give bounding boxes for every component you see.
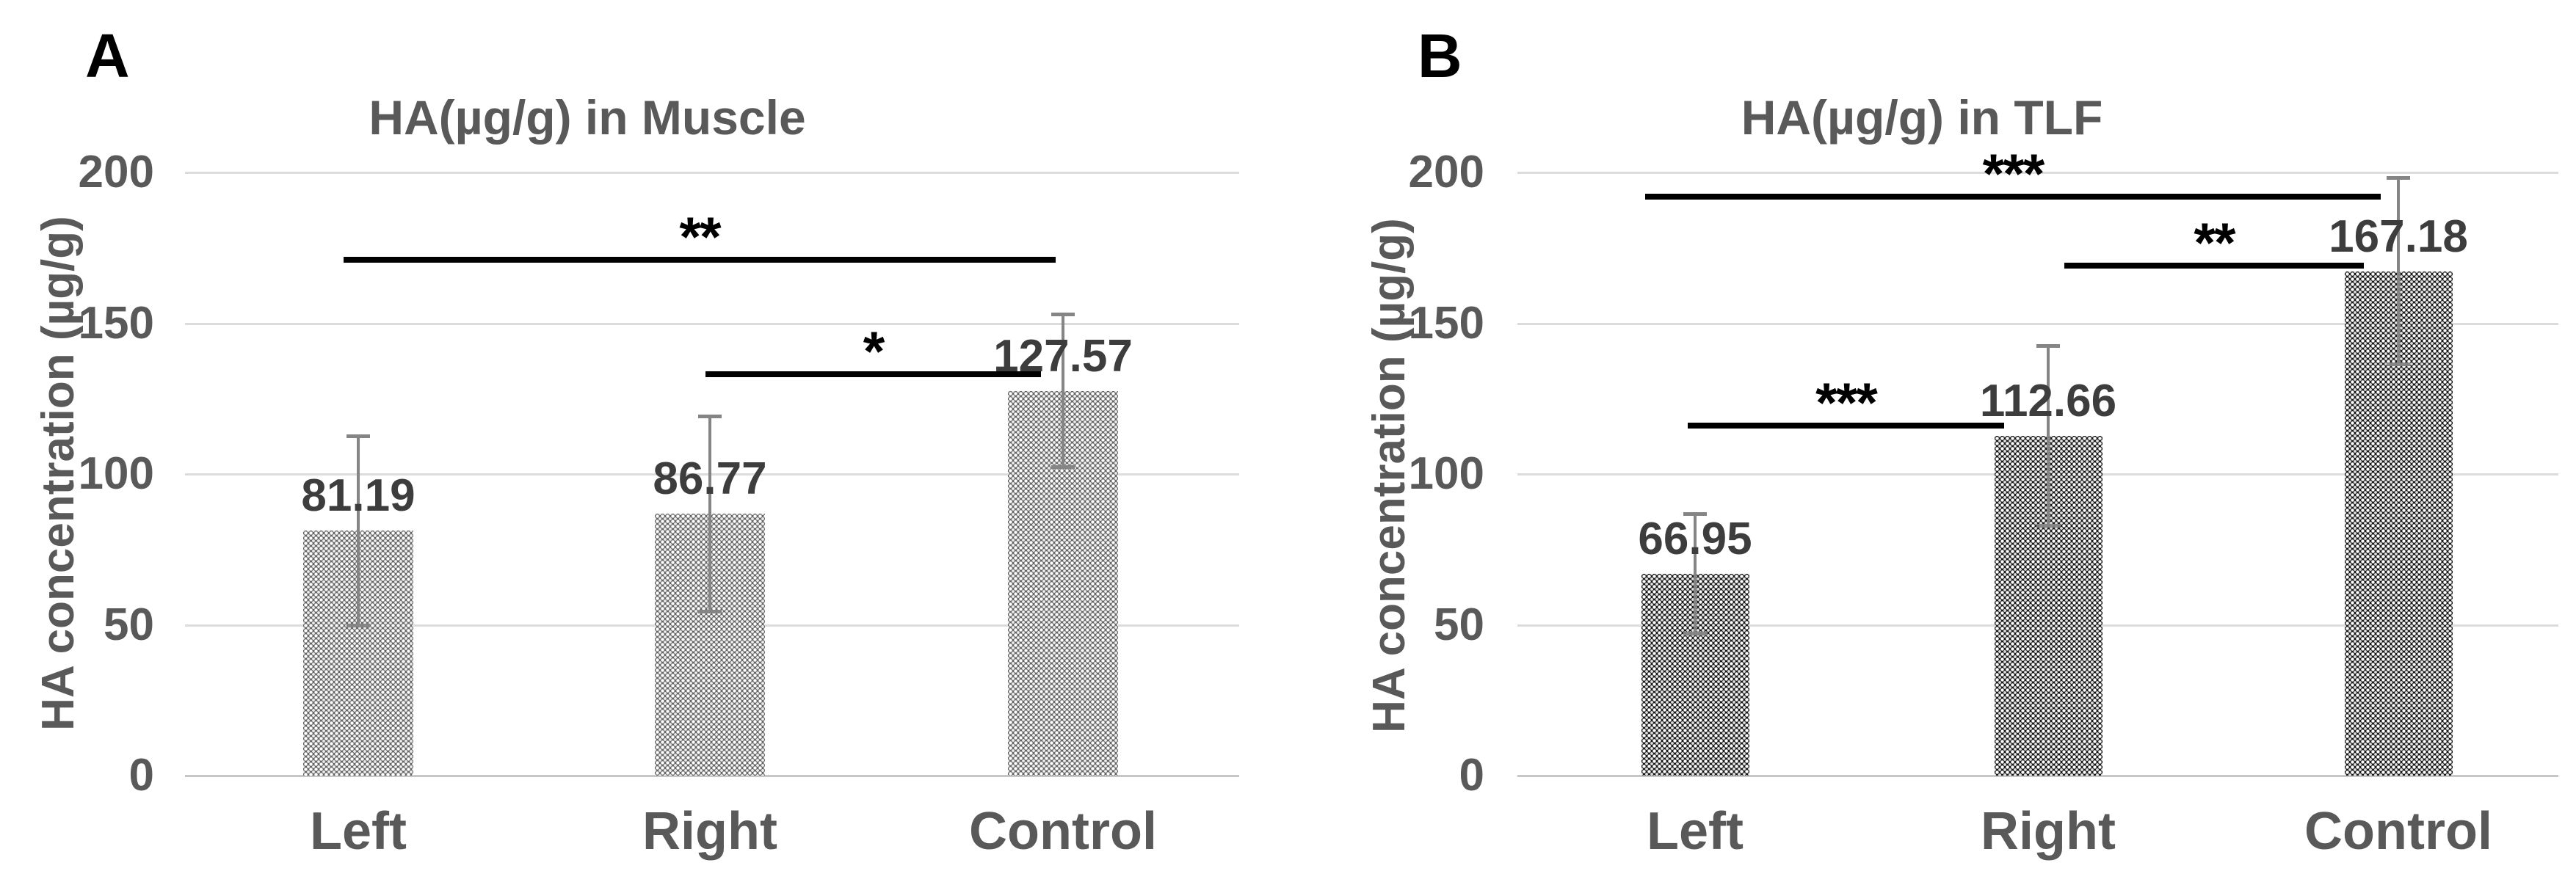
error-bar-cap-top-b-control [2387,176,2410,181]
category-label-b-control: Control [2304,802,2492,861]
y-tick-label-a-100: 100 [78,448,154,499]
significance-stars-b-left-control: *** [1982,142,2045,205]
error-bar-cap-bottom-a-control [1051,465,1075,470]
gridline-a-100 [185,473,1239,475]
gridline-a-150 [185,322,1239,325]
y-axis-title-b: HA concentration (µg/g) [1364,218,1415,733]
significance-line-a-right-control [705,371,1041,378]
error-bar-a-right [708,415,711,612]
y-tick-label-b-200: 200 [1408,147,1484,197]
error-bar-a-left [357,435,360,626]
category-label-a-left: Left [310,802,407,861]
value-label-a-right: 86.77 [653,453,767,505]
panel-letter-b: B [1418,21,1463,90]
value-label-a-left: 81.19 [301,470,416,522]
significance-stars-b-left-right: *** [1815,372,1878,435]
error-bar-b-control [2397,178,2400,365]
y-tick-label-b-100: 100 [1408,448,1484,499]
y-tick-label-a-150: 150 [78,297,154,349]
gridline-b-0 [1517,775,2558,777]
gridline-a-0 [185,775,1239,777]
chart-title-b: HA(µg/g) in TLF [1741,90,2103,145]
significance-line-a-left-control [344,257,1056,263]
error-bar-cap-top-b-left [1683,511,1707,516]
value-label-b-left: 66.95 [1638,513,1752,564]
significance-line-b-left-control [1645,193,2381,200]
chart-title-a: HA(µg/g) in Muscle [369,90,806,145]
gridline-b-150 [1517,322,2558,325]
significance-stars-a-right-control: * [863,321,885,384]
category-label-b-left: Left [1647,802,1744,861]
panel-letter-a: A [85,21,131,90]
error-bar-cap-top-a-left [347,434,370,438]
error-bar-a-control [1062,313,1064,468]
gridline-a-200 [185,172,1239,174]
y-tick-label-a-0: 0 [128,750,154,801]
category-label-a-right: Right [642,802,777,861]
error-bar-b-left [1694,513,1697,635]
category-label-a-control: Control [969,802,1157,861]
significance-line-b-left-right [1688,423,2004,429]
value-label-b-control: 167.18 [2329,211,2468,262]
error-bar-cap-top-b-right [2036,343,2060,348]
y-tick-label-a-50: 50 [104,599,154,650]
significance-stars-b-right-control: ** [2194,212,2235,275]
y-tick-label-b-150: 150 [1408,297,1484,349]
error-bar-cap-bottom-a-left [347,623,370,627]
error-bar-b-right [2047,345,2050,527]
y-tick-label-a-200: 200 [78,147,154,197]
y-axis-title-a: HA concentration (µg/g) [33,216,84,731]
error-bar-cap-bottom-b-right [2036,524,2060,528]
error-bar-cap-bottom-b-control [2387,362,2410,367]
error-bar-cap-bottom-b-left [1683,632,1707,636]
error-bar-cap-bottom-a-right [698,609,722,613]
error-bar-cap-top-a-right [698,414,722,418]
category-label-b-right: Right [1981,802,2116,861]
y-tick-label-b-50: 50 [1434,599,1484,650]
significance-line-b-right-control [2064,263,2364,269]
error-bar-cap-top-a-control [1051,312,1075,316]
gridline-b-200 [1517,172,2558,174]
value-label-b-right: 112.66 [1979,375,2117,426]
y-tick-label-b-0: 0 [1459,750,1484,801]
significance-stars-a-left-control: ** [679,206,721,269]
